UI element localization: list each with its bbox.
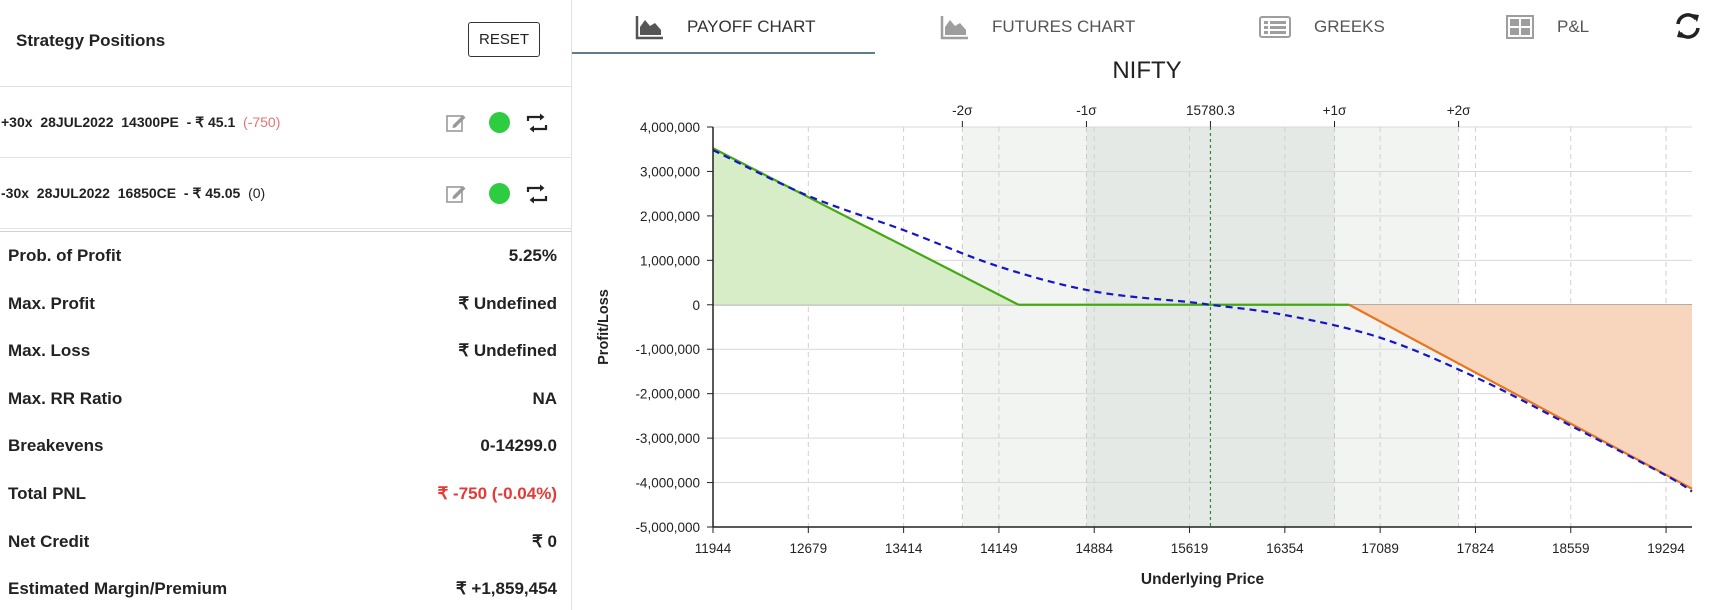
chart-title: NIFTY <box>1112 57 1181 84</box>
area-chart-icon <box>940 16 968 40</box>
stat-max-rr-ratio: Max. RR Ratio NA <box>0 375 571 423</box>
stat-label: Max. Loss <box>8 341 91 361</box>
stat-label: Estimated Margin/Premium <box>8 579 228 599</box>
x-tick-label: 16354 <box>1266 541 1304 556</box>
y-tick-label: 4,000,000 <box>640 120 700 135</box>
y-tick-label: 3,000,000 <box>640 164 700 179</box>
stat-max-profit: Max. Profit ₹ Undefined <box>0 280 571 328</box>
position-row: +30x 28JUL2022 14300PE - ₹ 45.1 (-750) <box>0 87 571 158</box>
edit-icon[interactable] <box>444 111 468 135</box>
stat-total-pnl: Total PNL ₹ -750 (-0.04%) <box>0 470 571 518</box>
stat-value: ₹ Undefined <box>458 341 557 361</box>
strategy-stats: Prob. of Profit 5.25% Max. Profit ₹ Undefi… <box>0 231 571 610</box>
y-tick-label: 1,000,000 <box>640 253 700 268</box>
tab-label: GREEKS <box>1314 17 1385 36</box>
tab-futures-chart[interactable]: FUTURES CHART <box>940 0 1135 54</box>
x-tick-label: 17089 <box>1361 541 1399 556</box>
y-tick-label: -5,000,000 <box>635 520 700 535</box>
stat-label: Prob. of Profit <box>8 246 122 265</box>
tab-greeks[interactable]: GREEKS <box>1258 0 1385 54</box>
tab-label: PAYOFF CHART <box>687 17 816 36</box>
status-indicator[interactable] <box>489 183 510 204</box>
stat-estimated-margin: Estimated Margin/Premium ₹ +1,859,454 <box>0 565 571 610</box>
tab-payoff-chart[interactable]: PAYOFF CHART <box>635 0 815 54</box>
x-tick-label: 14884 <box>1075 541 1113 556</box>
expiry-payoff-loss-line <box>1348 303 1693 490</box>
profit-area <box>713 148 1019 305</box>
stat-label: Net Credit <box>8 531 90 551</box>
stat-value: ₹ +1,859,454 <box>455 579 557 599</box>
x-tick-label: 12679 <box>790 541 828 556</box>
spot-label: 15780.3 <box>1186 103 1235 118</box>
stat-label: Max. Profit <box>8 293 95 313</box>
stat-value: ₹ -750 (-0.04%) <box>437 483 557 503</box>
stat-value: ₹ Undefined <box>458 293 557 313</box>
tab-label: P&L <box>1557 17 1590 36</box>
position-label: -30x 28JUL2022 16850CE - ₹ 45.05 (0) <box>1 158 265 229</box>
status-indicator[interactable] <box>489 112 510 133</box>
sigma-label: +2σ <box>1447 103 1471 118</box>
target-day-curve <box>712 149 1693 493</box>
active-tab-indicator <box>572 52 875 54</box>
stat-label: Max. RR Ratio <box>8 388 123 408</box>
expiry-payoff-profit-line <box>712 147 1350 306</box>
payoff-chart: 4,000,000 3,000,000 2,000,000 1,000,000 0 -1,… <box>596 57 1693 588</box>
stat-value: ₹ 0 <box>532 531 557 551</box>
x-axis-label: Underlying Price <box>1141 571 1265 588</box>
edit-icon[interactable] <box>444 182 468 206</box>
x-tick-label: 18559 <box>1552 541 1590 556</box>
x-tick-label: 13414 <box>885 541 923 556</box>
x-tick-label: 14149 <box>980 541 1018 556</box>
stat-value: 5.25% <box>508 246 557 265</box>
y-tick-label: 0 <box>692 298 700 313</box>
refresh-icon[interactable] <box>1672 10 1704 42</box>
position-pnl: (0) <box>248 185 266 201</box>
tab-label: FUTURES CHART <box>992 17 1136 36</box>
y-tick-label: -3,000,000 <box>635 431 700 446</box>
y-axis-label: Profit/Loss <box>596 289 612 365</box>
position-pnl: (-750) <box>243 114 281 130</box>
sigma-label: -2σ <box>952 103 973 118</box>
y-tick-label: -1,000,000 <box>635 342 700 357</box>
sigma-label: -1σ <box>1076 103 1097 118</box>
swap-icon[interactable] <box>524 181 550 207</box>
position-details: +30x 28JUL2022 14300PE - ₹ 45.1 <box>1 114 236 130</box>
position-details: -30x 28JUL2022 16850CE - ₹ 45.05 <box>1 185 241 201</box>
reset-button[interactable]: RESET <box>468 22 540 57</box>
stat-value: 0-14299.0 <box>480 436 557 456</box>
stat-prob-of-profit: Prob. of Profit 5.25% <box>0 232 571 280</box>
sigma-label: +1σ <box>1323 103 1347 118</box>
position-row: -30x 28JUL2022 16850CE - ₹ 45.05 (0) <box>0 158 571 229</box>
y-tick-label: 2,000,000 <box>640 209 700 224</box>
panel-header: Strategy Positions RESET <box>0 0 571 87</box>
stat-label: Total PNL <box>8 483 87 503</box>
stat-breakevens: Breakevens 0-14299.0 <box>0 422 571 470</box>
list-icon <box>1259 16 1291 38</box>
area-chart-icon <box>635 16 663 40</box>
tab-p-and-l[interactable]: P&L <box>1505 0 1589 54</box>
stat-value: NA <box>532 388 557 408</box>
panel-title: Strategy Positions <box>16 31 166 50</box>
x-tick-label: 11944 <box>695 541 732 556</box>
stat-max-loss: Max. Loss ₹ Undefined <box>0 327 571 375</box>
swap-icon[interactable] <box>524 110 550 136</box>
x-tick-label: 17824 <box>1457 541 1495 556</box>
table-icon <box>1506 15 1534 39</box>
stat-net-credit: Net Credit ₹ 0 <box>0 518 571 566</box>
stat-label: Breakevens <box>8 436 104 456</box>
x-tick-label: 15619 <box>1171 541 1209 556</box>
strategy-positions-panel: Strategy Positions RESET +30x 28JUL2022 … <box>0 0 572 610</box>
y-tick-label: -4,000,000 <box>635 476 700 491</box>
x-tick-label: 19294 <box>1647 541 1685 556</box>
chart-panel: PAYOFF CHART FUTURES CHART GREEKS P&L 4,… <box>572 0 1712 610</box>
y-tick-label: -2,000,000 <box>635 387 700 402</box>
position-label: +30x 28JUL2022 14300PE - ₹ 45.1 (-750) <box>1 87 280 158</box>
